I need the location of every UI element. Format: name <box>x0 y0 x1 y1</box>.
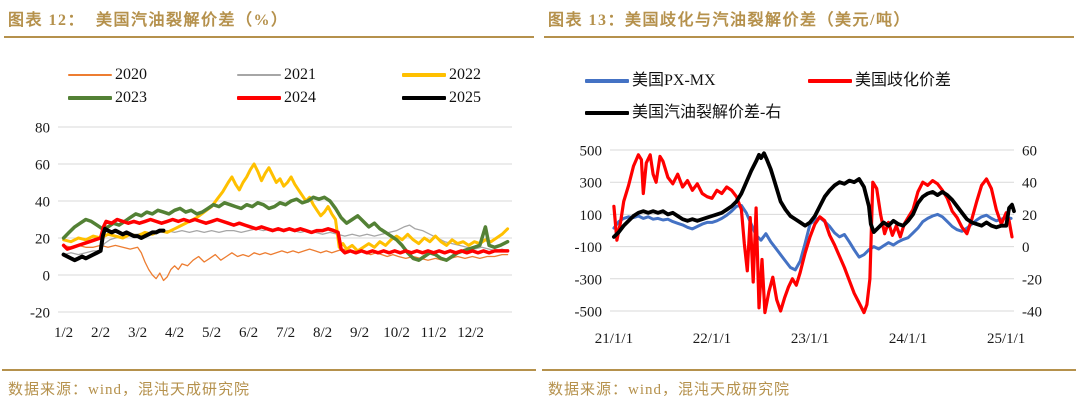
title-rule <box>544 36 1074 38</box>
x-tick-label: 8/2 <box>313 325 332 341</box>
x-tick-label: 7/2 <box>276 325 295 341</box>
source-text: 数据来源：wind，混沌天成研究院 <box>548 382 791 398</box>
figure-title: 图表 13：美国歧化与汽油裂解价差（美元/吨） <box>548 12 911 29</box>
x-tick-label: 24/1/1 <box>889 331 927 347</box>
source-rule <box>2 369 536 371</box>
legend-item: 美国汽油裂解价差-右 <box>585 105 781 121</box>
y-tick-label: 20 <box>35 232 50 248</box>
legend-swatch-icon <box>237 74 281 76</box>
y-tick-label: 0 <box>43 269 51 285</box>
series-2022 <box>62 162 510 253</box>
legend-item: 2020 <box>68 67 147 83</box>
legend-item: 2021 <box>237 67 316 83</box>
y-tick-label: -300 <box>575 272 603 288</box>
x-tick-label: 3/2 <box>128 325 147 341</box>
x-tick-label: 25/1/1 <box>987 331 1025 347</box>
legend-label: 美国歧化价差 <box>855 72 952 89</box>
legend-item: 2024 <box>237 90 316 106</box>
legend-label: 美国PX-MX <box>632 72 716 89</box>
legend-label: 2024 <box>284 89 316 106</box>
legend-label: 2020 <box>115 66 147 83</box>
legend-swatch-icon <box>402 96 446 100</box>
x-tick-label: 11/2 <box>420 325 446 341</box>
figure-title: 图表 12： 美国汽油裂解价差（%） <box>8 12 289 29</box>
x-tick-label: 9/2 <box>350 325 369 341</box>
y-tick-label: -20 <box>30 306 50 322</box>
y2-tick-label: -20 <box>1022 272 1042 288</box>
y2-tick-label: 60 <box>1022 144 1037 160</box>
legend-label: 2025 <box>449 89 481 106</box>
legend-swatch-icon <box>402 73 446 77</box>
x-tick-label: 4/2 <box>165 325 184 341</box>
series-2023 <box>61 195 510 262</box>
source-text: 数据来源：wind，混沌天成研究院 <box>8 382 251 398</box>
series-美国汽油裂解价差-右 <box>612 151 1016 239</box>
legend-item: 美国PX-MX <box>585 73 716 89</box>
legend-swatch-icon <box>808 79 852 83</box>
legend-label: 2021 <box>284 66 316 83</box>
x-tick-label: 22/1/1 <box>693 331 731 347</box>
legend-item: 2023 <box>68 90 147 106</box>
panel-px-mx-crack-usd: 图表 13：美国歧化与汽油裂解价差（美元/吨） 美国PX-MX 美国歧化价差美国汽… <box>540 0 1080 408</box>
y-tick-label: 60 <box>35 158 50 174</box>
x-tick-label: 1/2 <box>54 325 73 341</box>
legend-label: 2022 <box>449 66 481 83</box>
series-2025 <box>61 226 166 263</box>
legend-swatch-icon <box>237 96 281 100</box>
y-tick-label: 300 <box>580 176 603 192</box>
legend-swatch-icon <box>585 79 629 83</box>
series-美国歧化价差 <box>612 153 1014 315</box>
source-rule <box>542 369 1076 371</box>
x-tick-label: 10/2 <box>383 325 410 341</box>
x-tick-label: 5/2 <box>202 325 221 341</box>
x-tick-label: 21/1/1 <box>595 331 633 347</box>
y-tick-label: 80 <box>35 121 50 137</box>
y-tick-label: -500 <box>575 305 603 321</box>
legend-label: 美国汽油裂解价差-右 <box>632 104 782 121</box>
legend-swatch-icon <box>585 111 629 115</box>
chart-px-mx-crack-usd: 500 300 100 -100 -300 -500 60 40 20 0 -20 -40 21/1/1… <box>575 144 1043 348</box>
panel-gasoline-crack-pct: 图表 12： 美国汽油裂解价差（%） 2020 2021 2022 2023 2024 2… <box>2 12 536 398</box>
y-tick-label: 100 <box>580 208 603 224</box>
y2-tick-label: -40 <box>1022 305 1042 321</box>
legend-item: 2022 <box>402 67 481 83</box>
x-tick-label: 12/2 <box>457 325 484 341</box>
legend-swatch-icon <box>68 96 112 100</box>
y-tick-label: -100 <box>575 240 603 256</box>
legend-swatch-icon <box>68 74 112 76</box>
legend-label: 2023 <box>115 89 147 106</box>
title-rule <box>4 36 534 38</box>
chart-gasoline-crack-pct: 80 60 40 20 0 -201/2 2/2 3/2 4/2 5/2 6/2 7/2 8/2 9/2 1… <box>30 121 512 341</box>
y2-tick-label: 20 <box>1022 208 1037 224</box>
series-2024 <box>61 217 510 255</box>
y2-tick-label: 0 <box>1022 240 1030 256</box>
x-tick-label: 6/2 <box>239 325 258 341</box>
x-tick-label: 2/2 <box>91 325 110 341</box>
y-tick-label: 500 <box>580 144 603 160</box>
series-2020 <box>62 244 509 282</box>
y-tick-label: 40 <box>35 195 50 211</box>
legend-item: 2025 <box>402 90 481 106</box>
y2-tick-label: 40 <box>1022 176 1037 192</box>
x-tick-label: 23/1/1 <box>791 331 829 347</box>
legend-item: 美国歧化价差 <box>808 73 951 89</box>
